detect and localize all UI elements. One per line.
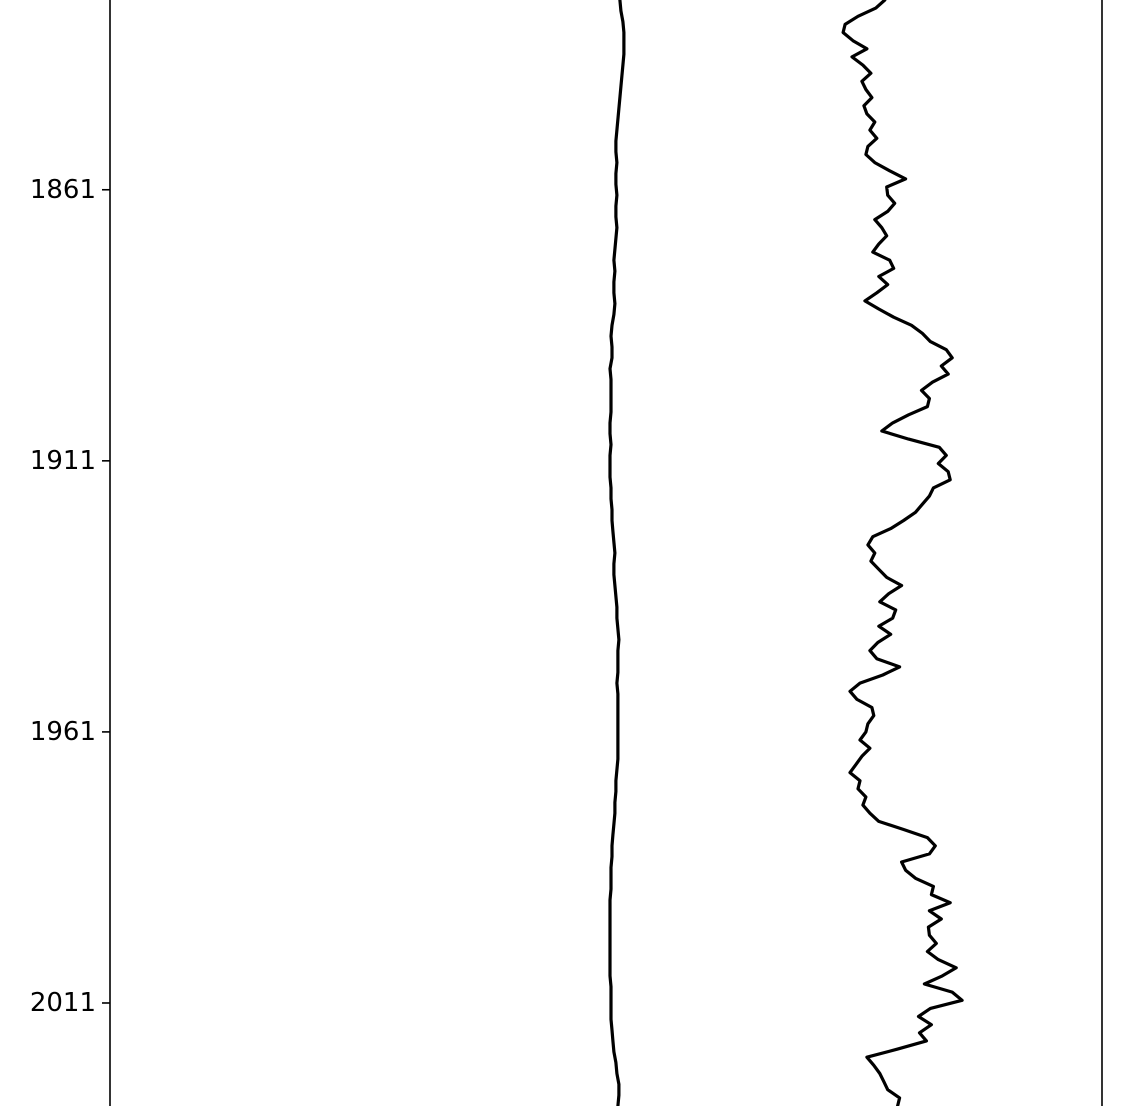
y-tick-label: 1911 xyxy=(30,446,96,476)
series-layer xyxy=(608,0,964,1108)
series-line-2 xyxy=(841,0,964,1108)
y-tick-label: 2011 xyxy=(30,988,96,1018)
y-tick-label: 1961 xyxy=(30,717,96,747)
y-tick-label: 1861 xyxy=(30,175,96,205)
y-axis-ticks: 1861 1911 1961 2011 xyxy=(30,175,110,1018)
plot-frame xyxy=(109,0,1103,1106)
series-line-1 xyxy=(608,0,626,1108)
